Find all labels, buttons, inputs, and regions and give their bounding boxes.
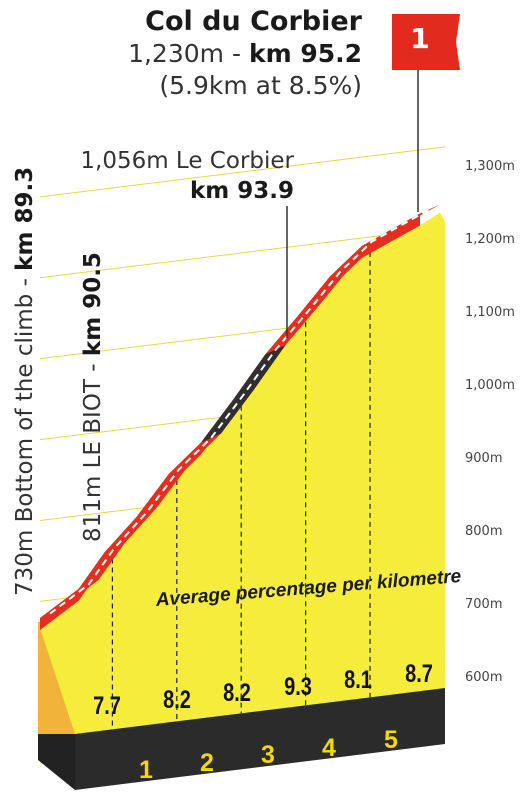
road-centerline — [49, 208, 431, 615]
base-side — [38, 734, 75, 790]
y-tick-label: 1,200m — [465, 232, 515, 247]
summit-details: 1,230m - km 95.2 (5.9km at 8.5%) — [128, 39, 362, 100]
summit-name: Col du Corbier — [145, 6, 362, 37]
summit-elevation: 1,230m — [128, 39, 225, 68]
biot-label: 811m LE BIOT - km 90.5 — [80, 252, 106, 542]
gridline — [39, 227, 446, 279]
category-flag — [392, 14, 460, 70]
km-marker: 3 — [261, 741, 275, 769]
y-tick-label: 800m — [465, 524, 503, 539]
waypoint-label: 1,056m Le Corbier km 93.9 — [80, 146, 294, 206]
km-percentage: 7.7 — [93, 692, 121, 720]
km-percentage: 8.7 — [405, 659, 433, 688]
summit-climb-stats: (5.9km at 8.5%) — [159, 71, 362, 100]
km-percentage: 8.2 — [223, 679, 251, 707]
category-flag-number: 1 — [410, 22, 430, 55]
y-tick-label: 1,100m — [465, 305, 515, 320]
y-tick-label: 1,300m — [465, 159, 515, 174]
waypoint-km: km 93.9 — [189, 178, 294, 204]
base-band — [75, 688, 445, 790]
km-marker: 4 — [322, 733, 336, 762]
gridline — [39, 146, 446, 198]
waypoint-elevation: 1,056m Le Corbier — [80, 148, 294, 174]
start-label: 730m Bottom of the climb - km 89.3 — [12, 166, 38, 596]
km-marker: 2 — [200, 748, 214, 777]
y-tick-label: 700m — [465, 597, 503, 612]
km-percentage: 8.2 — [163, 685, 191, 714]
km-dividers — [111, 251, 371, 730]
km-percentage: 8.1 — [344, 666, 372, 694]
y-tick-label: 900m — [465, 451, 503, 466]
y-tick-label: 1,000m — [465, 378, 515, 393]
summit-km: km 95.2 — [248, 39, 362, 68]
km-marker: 1 — [139, 756, 153, 784]
km-marker: 5 — [384, 726, 398, 754]
km-percentage: 9.3 — [284, 672, 312, 701]
y-tick-label: 600m — [465, 670, 503, 685]
